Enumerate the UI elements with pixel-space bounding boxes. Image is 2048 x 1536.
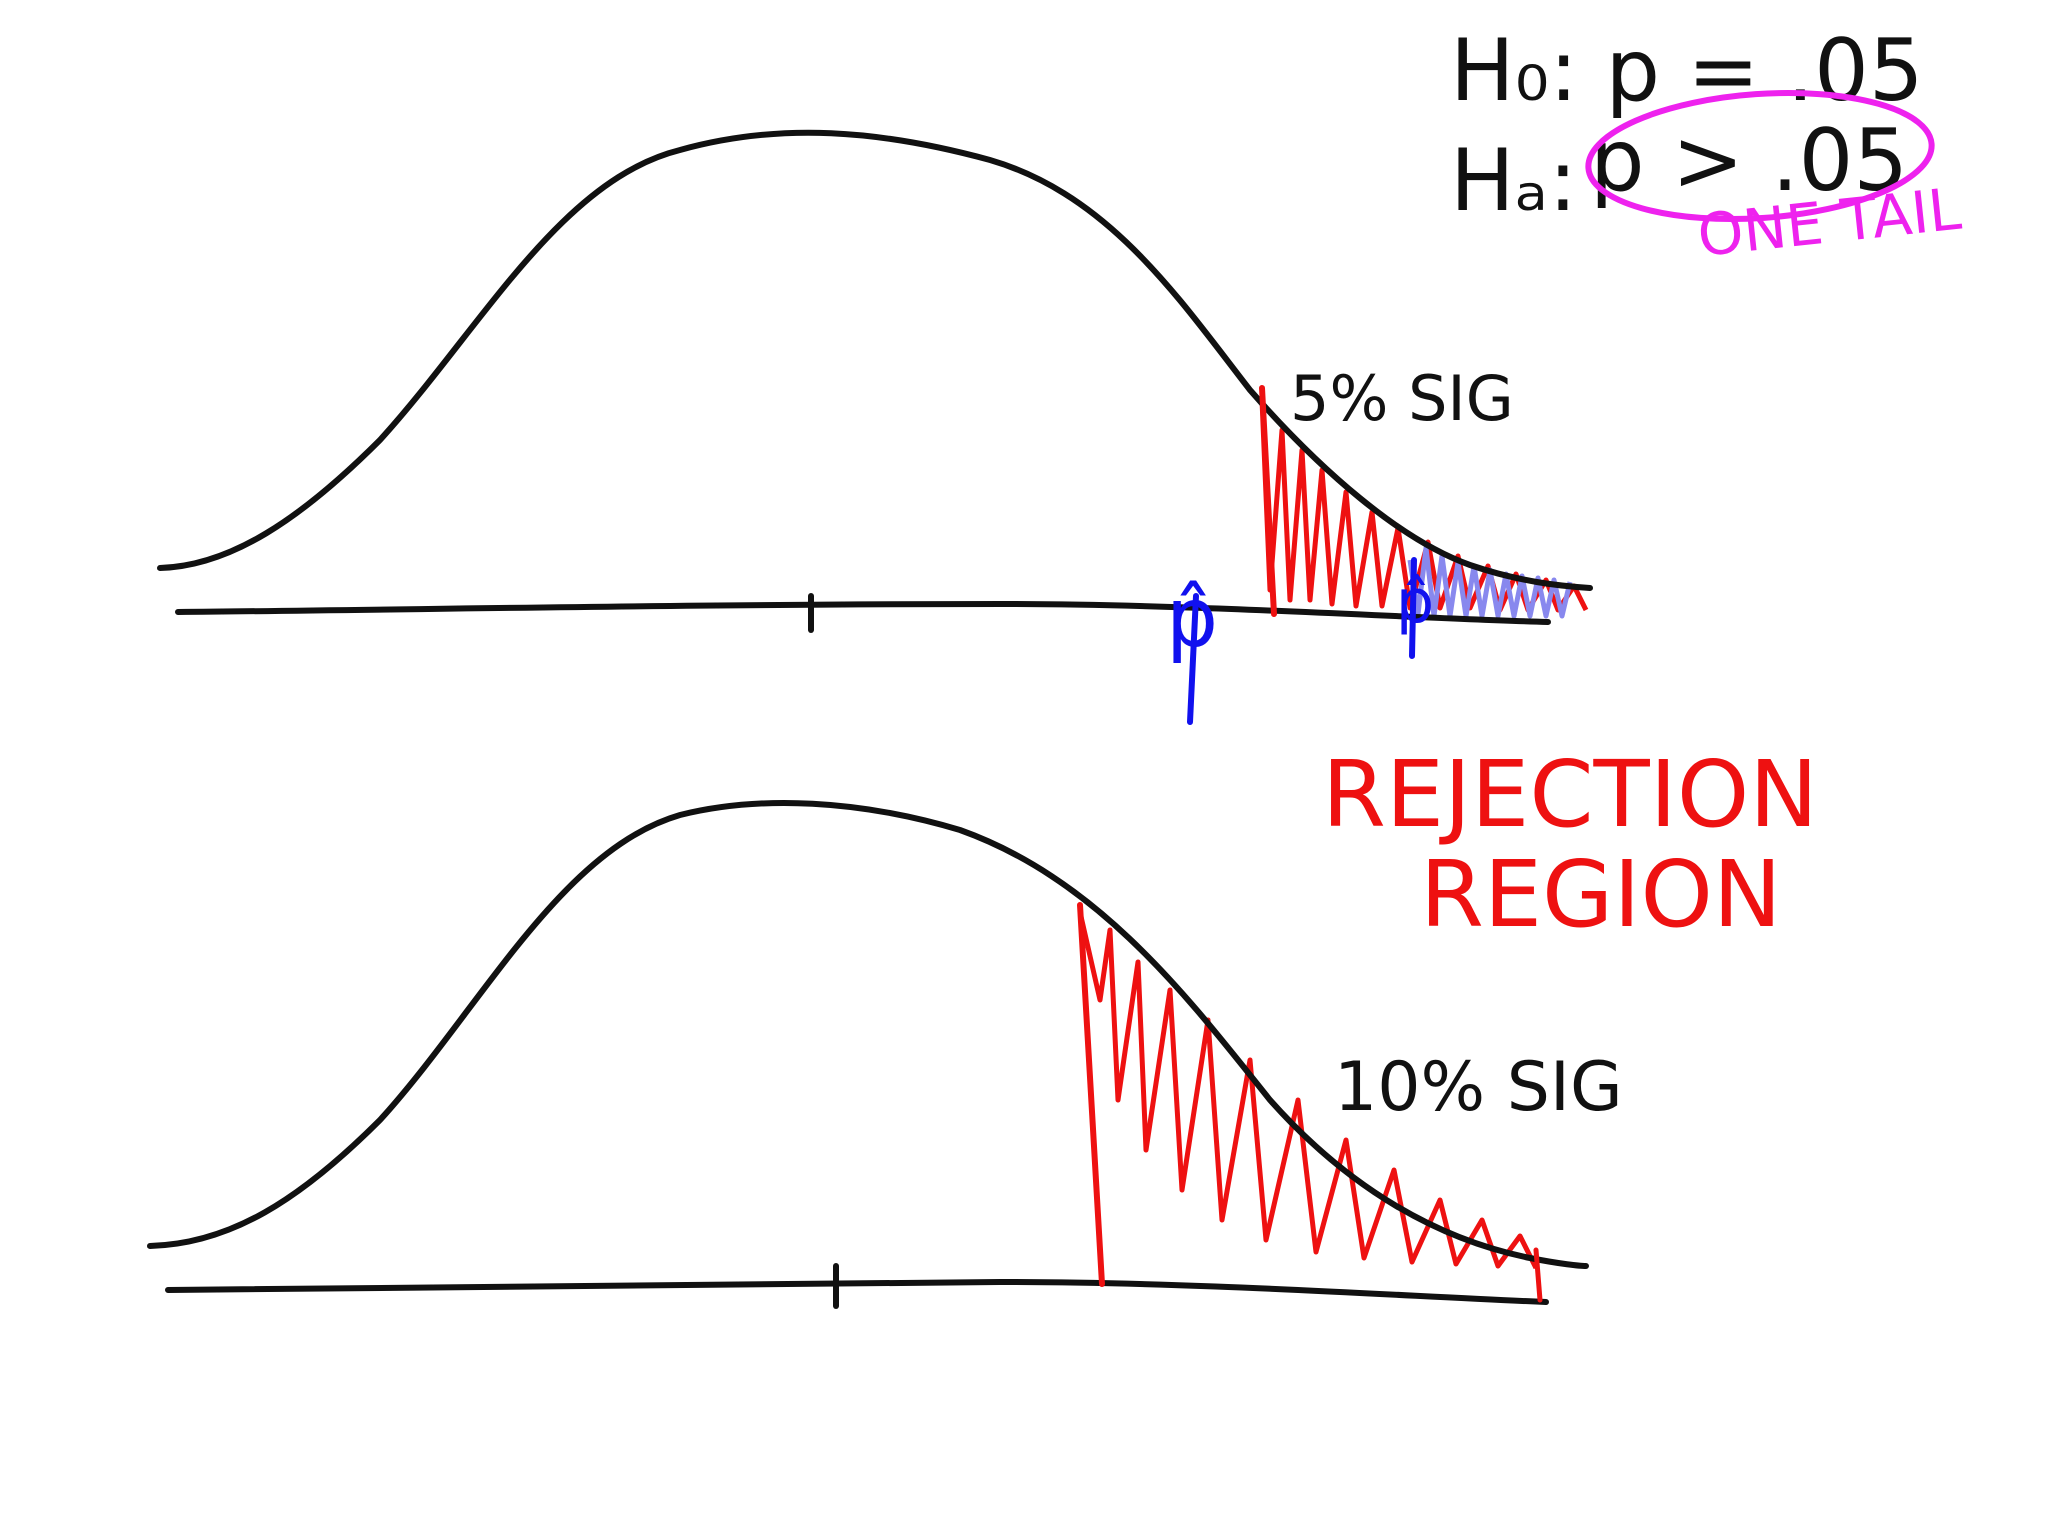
bottom-critical-line — [1077, 902, 1105, 1287]
phat-label-2: p̂ — [1396, 567, 1434, 637]
rejection-region-label: REJECTION REGION — [1322, 741, 1818, 948]
phat-marker-line — [1187, 593, 1199, 725]
bottom-significance-label: 10% SIG — [1334, 1048, 1623, 1127]
top-significance-label: 5% SIG — [1290, 362, 1514, 435]
bottom-bell-curve — [147, 800, 1589, 1269]
bottom-distribution — [147, 800, 1589, 1309]
alternative-circle — [1585, 89, 1935, 223]
phat-marker-line-2 — [1409, 557, 1417, 659]
bottom-rejection-hatch — [1077, 911, 1539, 1270]
alternative-hypothesis: p > .05 — [1590, 111, 1908, 211]
top-axis — [175, 600, 1551, 625]
top-bell-curve — [157, 129, 1593, 591]
top-distribution — [157, 129, 1593, 633]
phat-markers: p̂ p̂ — [1166, 557, 1434, 725]
bottom-axis — [165, 1278, 1549, 1305]
phat-label-1: p̂ — [1166, 571, 1218, 666]
alternative-hypothesis-prefix: Hₐ: — [1450, 131, 1577, 231]
bottom-region-end-line — [1533, 1247, 1543, 1303]
rejection-label-line1: REJECTION — [1322, 741, 1818, 848]
hypotheses: H₀: p = .05 Hₐ: p > .05 ONE TAIL — [1450, 21, 1964, 270]
rejection-label-line2: REGION — [1420, 841, 1782, 948]
top-critical-line — [1259, 385, 1277, 617]
